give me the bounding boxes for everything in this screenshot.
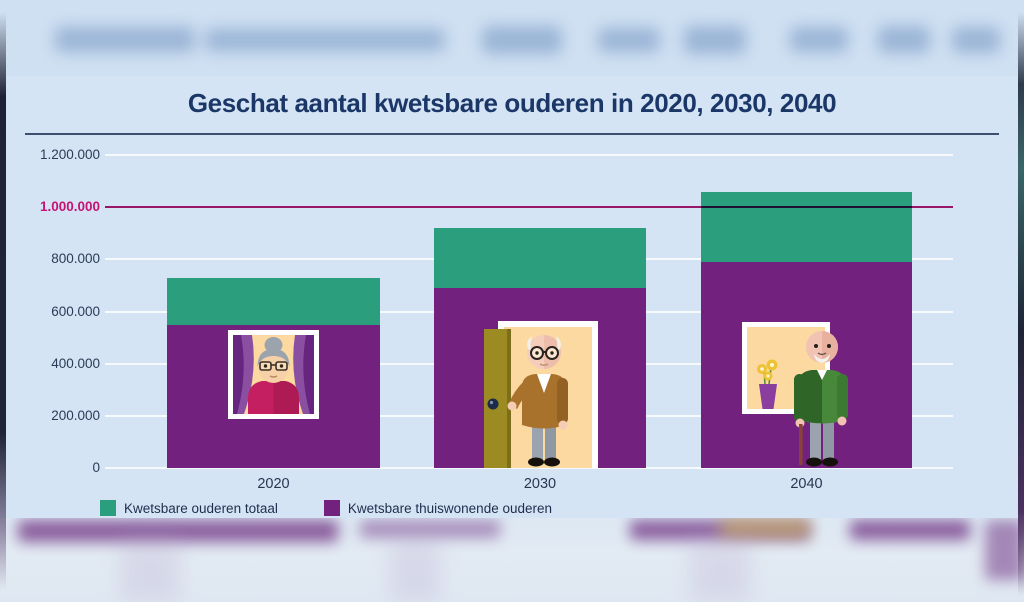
blurred-footer-band bbox=[985, 520, 1024, 580]
blurred-header-item bbox=[482, 26, 562, 54]
blurred-header-item bbox=[952, 27, 1000, 53]
gridline bbox=[105, 154, 953, 156]
legend-item-totaal: Kwetsbare ouderen totaal bbox=[100, 500, 278, 516]
x-axis-label: 2020 bbox=[257, 476, 290, 492]
blurred-header-item bbox=[684, 26, 746, 54]
blurred-footer-band bbox=[850, 520, 970, 540]
x-axis-label: 2030 bbox=[523, 476, 557, 492]
blurred-footer-band bbox=[18, 520, 338, 542]
blurred-footer-band bbox=[360, 520, 500, 538]
blurred-header-item bbox=[55, 27, 195, 52]
gridline bbox=[105, 467, 953, 469]
blurred-footer bbox=[0, 518, 1024, 602]
reference-line-1000000 bbox=[105, 206, 953, 209]
title-divider bbox=[25, 133, 999, 135]
blurred-header bbox=[0, 0, 1024, 76]
page-title: Geschat aantal kwetsbare ouderen in 2020… bbox=[187, 88, 837, 118]
screen-edge-left bbox=[0, 0, 6, 602]
legend-swatch-teal bbox=[100, 500, 116, 516]
bar-group-2020: 2020 bbox=[167, 155, 380, 492]
man-with-cane-illustration bbox=[742, 322, 848, 467]
blurred-header-item bbox=[598, 28, 660, 52]
chart-legend: Kwetsbare ouderen totaal Kwetsbare thuis… bbox=[100, 500, 552, 516]
blurred-header-item bbox=[205, 29, 445, 51]
grandma-window-illustration bbox=[228, 330, 319, 419]
blurred-footer-streak bbox=[120, 538, 180, 602]
x-axis-label: 2040 bbox=[790, 476, 823, 492]
legend-swatch-purple bbox=[323, 500, 340, 516]
blurred-footer-streak bbox=[390, 538, 440, 602]
man-in-doorway-illustration bbox=[484, 321, 598, 468]
blurred-header-item bbox=[878, 26, 930, 53]
infographic-card: Geschat aantal kwetsbare ouderen in 2020… bbox=[0, 76, 1024, 518]
legend-item-thuiswonend: Kwetsbare thuiswonende ouderen bbox=[323, 500, 552, 516]
blurred-footer-accent bbox=[720, 520, 810, 536]
screen-edge-right bbox=[1018, 0, 1024, 602]
blurred-footer-streak bbox=[690, 538, 750, 602]
blurred-header-item bbox=[790, 27, 848, 52]
